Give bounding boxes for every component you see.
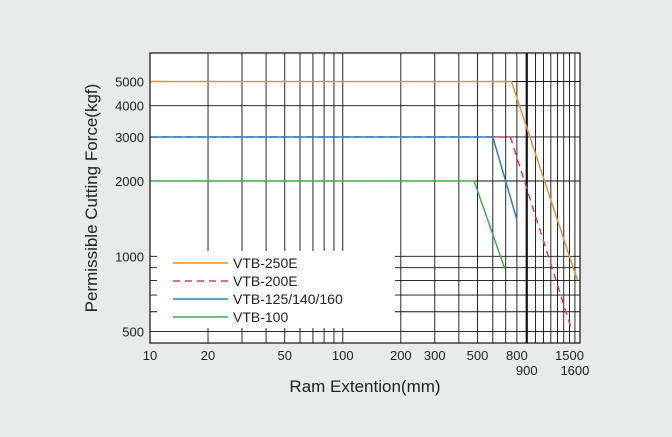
series-line-vtb-250e (150, 80, 579, 281)
x-axis-title: Ram Extention(mm) (289, 377, 440, 396)
y-axis-title: Permissible Cutting Force(kgf) (82, 84, 101, 313)
y-tick-label: 2000 (115, 174, 144, 189)
legend-label: VTB-200E (233, 273, 298, 289)
x-tick-label: 500 (467, 348, 489, 363)
x-tick-label: 200 (390, 348, 412, 363)
x-tick-label: 800 (506, 348, 528, 363)
x-tick-label: 300 (424, 348, 446, 363)
legend-label: VTB-125/140/160 (233, 291, 343, 307)
legend: VTB-250E VTB-200E VTB-125/140/160 VTB-100 (173, 255, 343, 325)
y-tick-label: 4000 (115, 99, 144, 114)
y-tick-labels: 500 1000 2000 3000 4000 5000 (115, 74, 144, 339)
y-tick-label: 500 (122, 325, 144, 340)
x-tick-label: 50 (278, 348, 292, 363)
series-line-vtb-100 (150, 180, 506, 268)
series-line-vtb-125-140-160 (150, 136, 518, 220)
x-tick-label: 20 (201, 348, 215, 363)
legend-box (157, 251, 395, 328)
legend-label: VTB-100 (233, 309, 288, 325)
x-tick-label: 10 (143, 348, 157, 363)
y-tick-label: 1000 (115, 249, 144, 264)
x-tick-label: 100 (332, 348, 354, 363)
x-tick-label: 1500 (555, 348, 584, 363)
x-tick-label: 900 (516, 363, 538, 378)
plot-frame (149, 52, 581, 344)
series-lines (150, 80, 579, 332)
x-tick-label: 1600 (560, 363, 589, 378)
legend-label: VTB-250E (233, 255, 298, 271)
y-tick-label: 5000 (115, 74, 144, 89)
y-tick-label: 3000 (115, 130, 144, 145)
